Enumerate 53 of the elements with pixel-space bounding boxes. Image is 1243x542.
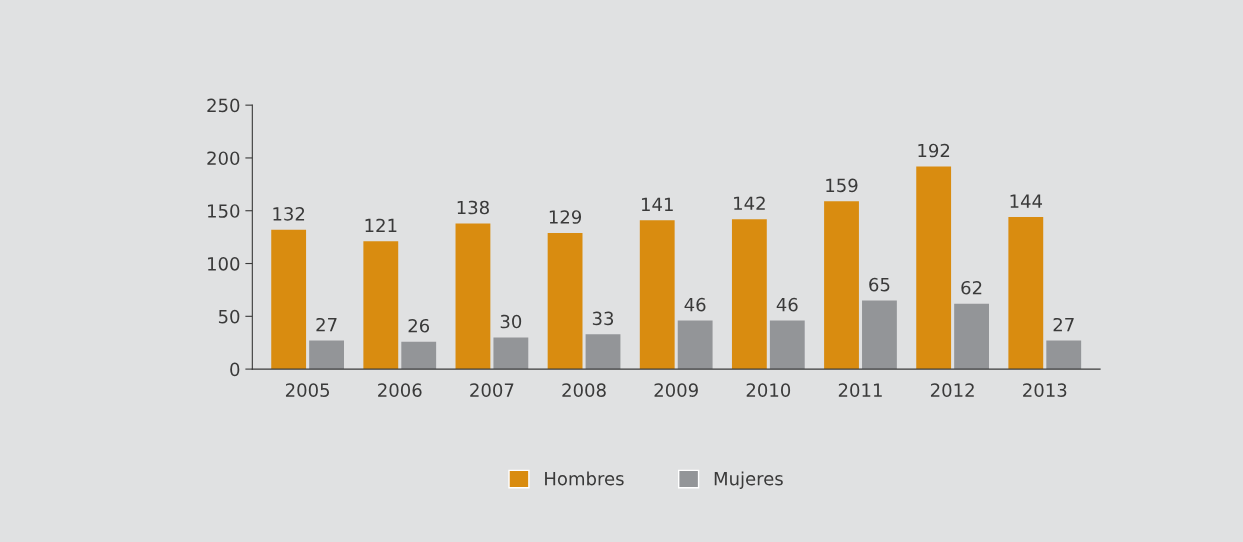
bar <box>1046 340 1082 370</box>
bar <box>1008 217 1044 370</box>
data-label: 144 <box>1010 194 1043 208</box>
y-tick-label: 0 <box>230 362 240 377</box>
bar <box>639 220 675 370</box>
x-tick-label: 2005 <box>285 383 330 397</box>
bar <box>493 337 529 370</box>
x-tick-label: 2008 <box>562 383 606 397</box>
bar <box>401 341 437 370</box>
data-label: 46 <box>684 297 706 312</box>
x-tick-label: 2012 <box>930 383 974 397</box>
bar <box>916 166 952 370</box>
bar <box>585 334 621 370</box>
bar <box>731 219 767 370</box>
x-tick-label: 2006 <box>378 383 422 397</box>
bar <box>363 241 399 370</box>
bar <box>677 320 713 370</box>
bar <box>862 300 897 370</box>
bar <box>769 320 805 370</box>
x-tick-label: 2010 <box>746 383 791 397</box>
x-tick-label: 2007 <box>470 383 514 397</box>
data-label: 121 <box>365 218 397 233</box>
data-label: 129 <box>549 210 582 224</box>
data-label: 192 <box>918 143 950 158</box>
data-label: 27 <box>316 317 337 332</box>
y-tick-label: 100 <box>208 256 240 271</box>
y-tick-label: 200 <box>207 151 240 166</box>
legend-label: Mujeres <box>714 471 783 489</box>
data-label: 30 <box>500 314 522 329</box>
data-label: 142 <box>734 196 765 210</box>
bar <box>271 229 307 370</box>
bar <box>309 340 344 370</box>
x-tick-label: 2009 <box>654 383 698 397</box>
data-label: 33 <box>592 311 614 326</box>
bar <box>954 303 989 370</box>
data-label: 159 <box>826 178 858 193</box>
bar <box>824 201 859 370</box>
y-tick-label: 250 <box>207 98 240 113</box>
data-label: 62 <box>961 280 982 295</box>
x-tick-label: 2013 <box>1023 383 1067 397</box>
data-label: 141 <box>641 197 673 211</box>
y-tick-label: 150 <box>208 204 240 218</box>
data-label: 46 <box>776 297 798 312</box>
data-label: 65 <box>869 277 890 292</box>
y-tick-label: 50 <box>218 309 240 324</box>
legend-label: Hombres <box>545 471 624 486</box>
data-label: 138 <box>457 200 489 215</box>
data-label: 27 <box>1053 317 1074 332</box>
bar <box>455 223 491 370</box>
data-label: 132 <box>273 207 305 221</box>
x-tick-label: 2011 <box>838 383 882 397</box>
data-label: 26 <box>408 318 430 333</box>
bar <box>547 232 583 370</box>
